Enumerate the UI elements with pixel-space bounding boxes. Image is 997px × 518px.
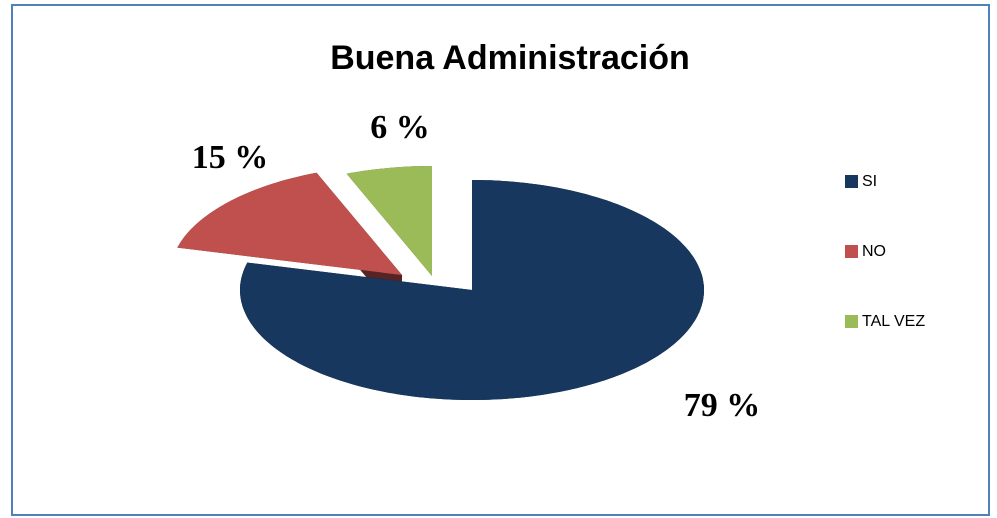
legend-label: SI [862,173,877,190]
chart-title: Buena Administración [330,39,690,77]
legend-swatch [845,315,858,328]
data-label: 6 % [370,109,430,146]
data-label: 15 % [192,139,269,176]
pie-slice [177,172,402,275]
pie-slice [346,166,432,276]
legend-swatch [845,175,858,188]
data-label: 79 % [684,387,761,424]
legend-label: TAL VEZ [862,313,925,330]
pie-slice [240,180,704,400]
legend-label: NO [862,243,886,260]
legend-swatch [845,245,858,258]
